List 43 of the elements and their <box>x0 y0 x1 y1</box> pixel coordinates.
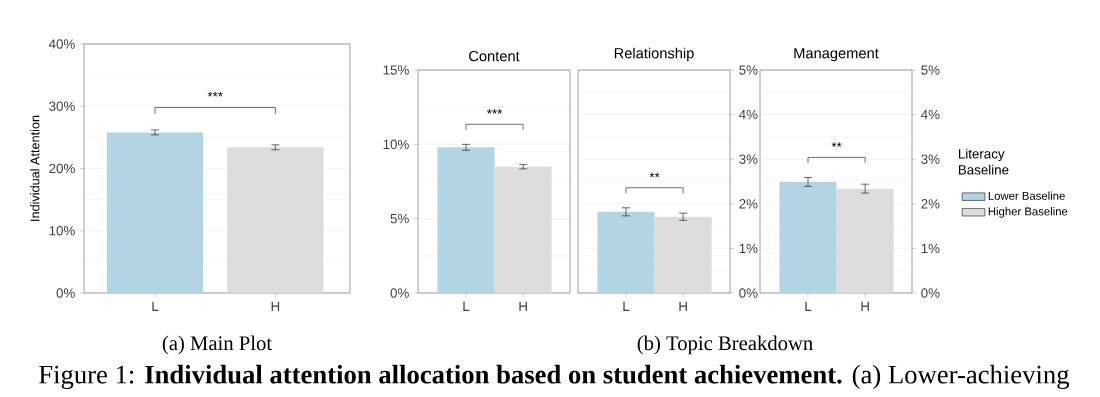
y2-tick-label: 1% <box>921 243 940 254</box>
y2-tick-label: 1% <box>739 243 758 254</box>
y2-tick-label: 0% <box>739 288 758 298</box>
x-tick-label: L <box>623 301 630 311</box>
x-tick-label: L <box>463 301 470 311</box>
y-tick-label: 5% <box>390 213 409 224</box>
legend-title: Literacy Baseline <box>958 148 1009 175</box>
x-tick-label: L <box>152 301 159 311</box>
y-axis-title: Individual Attention <box>30 115 40 221</box>
y2-tick-label: 2% <box>739 199 758 209</box>
caption: Figure 1: Individual attention allocation based on student achievement. (a) Lower-achieving <box>39 364 1070 390</box>
x-tick-label: L <box>805 301 812 311</box>
y-tick-label: 15% <box>383 65 409 75</box>
y-tick-label: 0% <box>56 288 75 298</box>
annotation: *** <box>207 91 223 97</box>
chart-title: Content <box>469 50 520 62</box>
y-tick-label: 10% <box>49 226 75 236</box>
y2-tick-label: 5% <box>921 65 940 75</box>
y-tick-label: 10% <box>383 139 409 150</box>
y2-tick-label: 4% <box>739 109 758 120</box>
y-tick-label: 40% <box>48 39 75 49</box>
y2-tick-label: 2% <box>921 199 940 209</box>
annotation: ** <box>649 172 660 178</box>
y2-tick-label: 4% <box>921 109 940 120</box>
y-tick-label: 0% <box>390 288 409 298</box>
y-tick-label: 30% <box>49 101 75 111</box>
annotation: *** <box>487 109 503 114</box>
y-tick-label: 20% <box>49 163 75 174</box>
x-tick-label: H <box>271 301 280 311</box>
x-tick-label: H <box>519 301 527 311</box>
chart-title: Management <box>794 48 879 62</box>
legend-label: Higher Baseline <box>988 207 1068 218</box>
x-tick-label: H <box>679 301 687 311</box>
text: (a) Main Plot <box>162 335 272 355</box>
y2-tick-label: 3% <box>921 154 940 164</box>
y2-tick-label: 5% <box>739 65 758 75</box>
y2-tick-label: 3% <box>739 154 758 164</box>
text: (b) Topic Breakdown <box>637 335 813 355</box>
annotation: ** <box>831 142 842 147</box>
y2-tick-label: 0% <box>921 288 940 298</box>
chart-title: Relationship <box>614 47 694 62</box>
x-tick-label: H <box>861 301 869 311</box>
legend-label: Lower Baseline <box>988 191 1065 200</box>
